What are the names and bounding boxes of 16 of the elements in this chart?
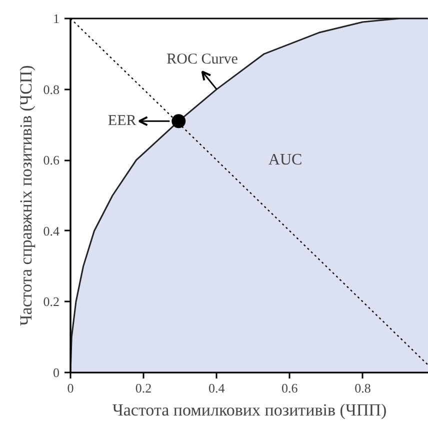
annotation: ROC Curve	[166, 52, 238, 68]
x-axis-title: Частота помилкових позитивів (ЧПП)	[112, 400, 387, 420]
x-tick-label: 0.2	[135, 380, 152, 396]
annotation: EER	[108, 113, 136, 130]
y-tick-label: 0.2	[43, 294, 60, 310]
x-tick-label: 0	[67, 380, 74, 396]
x-tick-label: 0.6	[282, 380, 298, 396]
x-tick-label: 0.8	[354, 380, 371, 396]
y-tick-label: 0	[53, 365, 60, 380]
annotation: AUC	[268, 152, 302, 169]
y-tick-label: 0.4	[43, 223, 60, 238]
y-tick-label: 1	[53, 11, 60, 26]
y-axis-title: Частота справжніх позитивів (ЧСП)	[16, 65, 36, 326]
y-tick-label: 0.8	[43, 82, 60, 97]
y-tick-label: 0.6	[43, 152, 60, 168]
x-tick-label: 0.4	[208, 380, 226, 396]
